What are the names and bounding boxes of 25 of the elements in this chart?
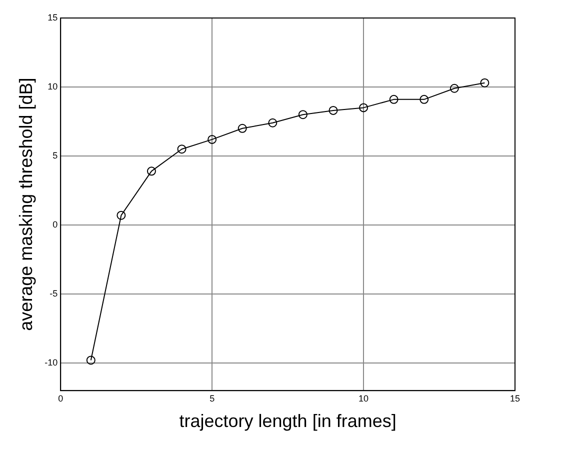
point [177, 144, 186, 154]
x-tick-label: 10 [358, 393, 369, 404]
point [116, 210, 126, 220]
point [359, 103, 368, 112]
y-tick-label: 0 [52, 219, 58, 230]
point [146, 166, 156, 176]
point [208, 134, 217, 144]
point [298, 110, 308, 120]
y-tick-label: -5 [50, 288, 58, 298]
point [389, 94, 398, 104]
y-tick-label: 5 [52, 150, 58, 160]
point [420, 94, 429, 104]
point [86, 356, 96, 365]
y-tick-label: 10 [48, 81, 58, 92]
point [238, 124, 247, 133]
point [268, 118, 278, 128]
y-tick-label: 15 [48, 12, 58, 22]
point [480, 78, 490, 88]
point [328, 106, 338, 115]
y-axis-title: average masking threshold [dB] [16, 78, 36, 331]
x-tick-label: 5 [210, 393, 215, 404]
x-tick-label: 15 [510, 393, 520, 404]
x-axis-title: trajectory length [in frames] [179, 411, 396, 432]
y-tick-label: -10 [44, 357, 58, 368]
point [450, 84, 459, 93]
